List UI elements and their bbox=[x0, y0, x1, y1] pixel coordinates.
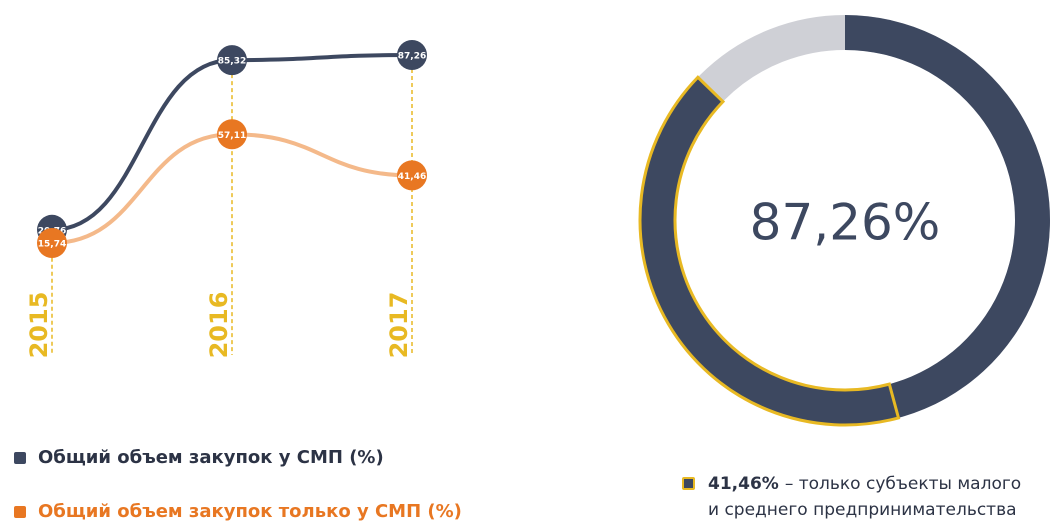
legend-label: Общий объем закупок только у СМП (%) bbox=[38, 501, 462, 522]
legend-swatch bbox=[14, 452, 26, 464]
legend-text: – только субъекты малого bbox=[785, 474, 1021, 494]
legend-label: Общий объем закупок у СМП (%) bbox=[38, 447, 384, 468]
data-label: 85,32 bbox=[218, 57, 246, 67]
x-tick-label: 2017 bbox=[385, 292, 413, 359]
center-label: 87,26% bbox=[750, 194, 941, 252]
legend-label: 41,46% – только субъекты малого bbox=[708, 474, 1021, 494]
data-label: 41,46 bbox=[398, 172, 426, 182]
legend-swatch bbox=[682, 477, 695, 490]
donut-highlight bbox=[638, 75, 901, 427]
point bbox=[217, 119, 247, 150]
point bbox=[397, 40, 427, 70]
point bbox=[397, 160, 427, 191]
data-label: 15,74 bbox=[38, 240, 66, 250]
data-label: 57,11 bbox=[218, 131, 246, 141]
legend-text: и среднего предпринимательства bbox=[708, 500, 1017, 520]
data-label: 87,26 bbox=[398, 52, 426, 62]
legend-value: 41,46% bbox=[708, 474, 779, 494]
point bbox=[217, 45, 247, 76]
legend-swatch bbox=[14, 506, 26, 518]
x-tick-label: 2015 bbox=[25, 292, 53, 359]
point bbox=[37, 228, 67, 258]
x-tick-label: 2016 bbox=[205, 292, 233, 359]
series-line bbox=[51, 53, 413, 232]
